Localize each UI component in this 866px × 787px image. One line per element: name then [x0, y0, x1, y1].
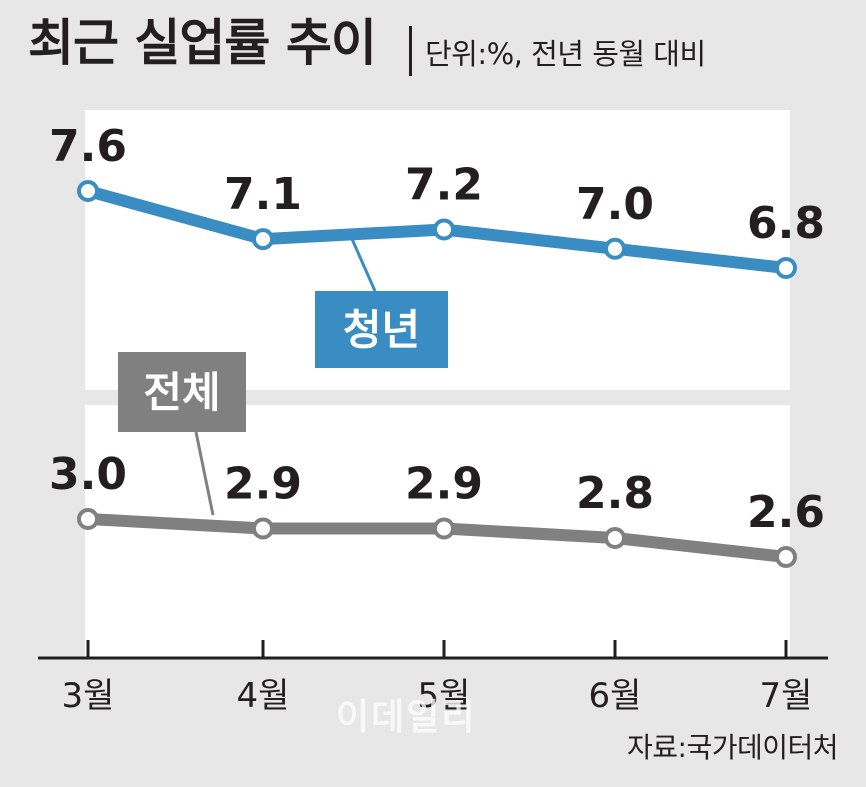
unit-note: 단위:%, 전년 동월 대비 — [425, 37, 706, 71]
data-label: 2.9 — [405, 459, 483, 510]
legend-tag-label: 청년 — [343, 306, 420, 355]
data-point — [604, 527, 626, 549]
data-label: 6.8 — [747, 198, 825, 249]
data-label: 7.0 — [576, 179, 654, 230]
title-divider — [409, 26, 412, 76]
data-label: 2.8 — [576, 468, 654, 519]
x-tick-label: 7월 — [760, 676, 813, 716]
legend-tag-box — [118, 352, 246, 432]
data-point — [252, 228, 274, 251]
data-label: 7.2 — [405, 160, 483, 211]
data-point — [433, 218, 455, 241]
legend-leader-line — [350, 238, 377, 292]
data-point — [433, 517, 455, 540]
data-point — [252, 517, 274, 540]
legend-tag-label: 전체 — [143, 368, 220, 417]
data-point — [77, 180, 99, 202]
data-label: 3.0 — [49, 449, 127, 500]
data-label: 2.6 — [747, 487, 825, 538]
data-point — [775, 257, 797, 279]
x-tick-label: 5월 — [418, 676, 471, 716]
x-tick-label: 3월 — [62, 676, 115, 716]
data-point — [77, 508, 99, 530]
data-label: 7.1 — [224, 169, 302, 220]
data-point — [775, 546, 797, 568]
source-note: 자료:국가데이터처 — [626, 731, 839, 764]
data-label: 2.9 — [224, 459, 302, 510]
watermark-logo: 이데일리 — [336, 697, 477, 738]
legend-tag-box — [315, 291, 448, 368]
data-point — [604, 237, 626, 260]
x-tick-label: 6월 — [589, 676, 642, 716]
chart-title: 최근 실업률 추이 — [28, 14, 377, 72]
legend-leader-line — [194, 431, 215, 516]
x-tick-label: 4월 — [237, 676, 290, 716]
data-label: 7.6 — [49, 121, 127, 172]
